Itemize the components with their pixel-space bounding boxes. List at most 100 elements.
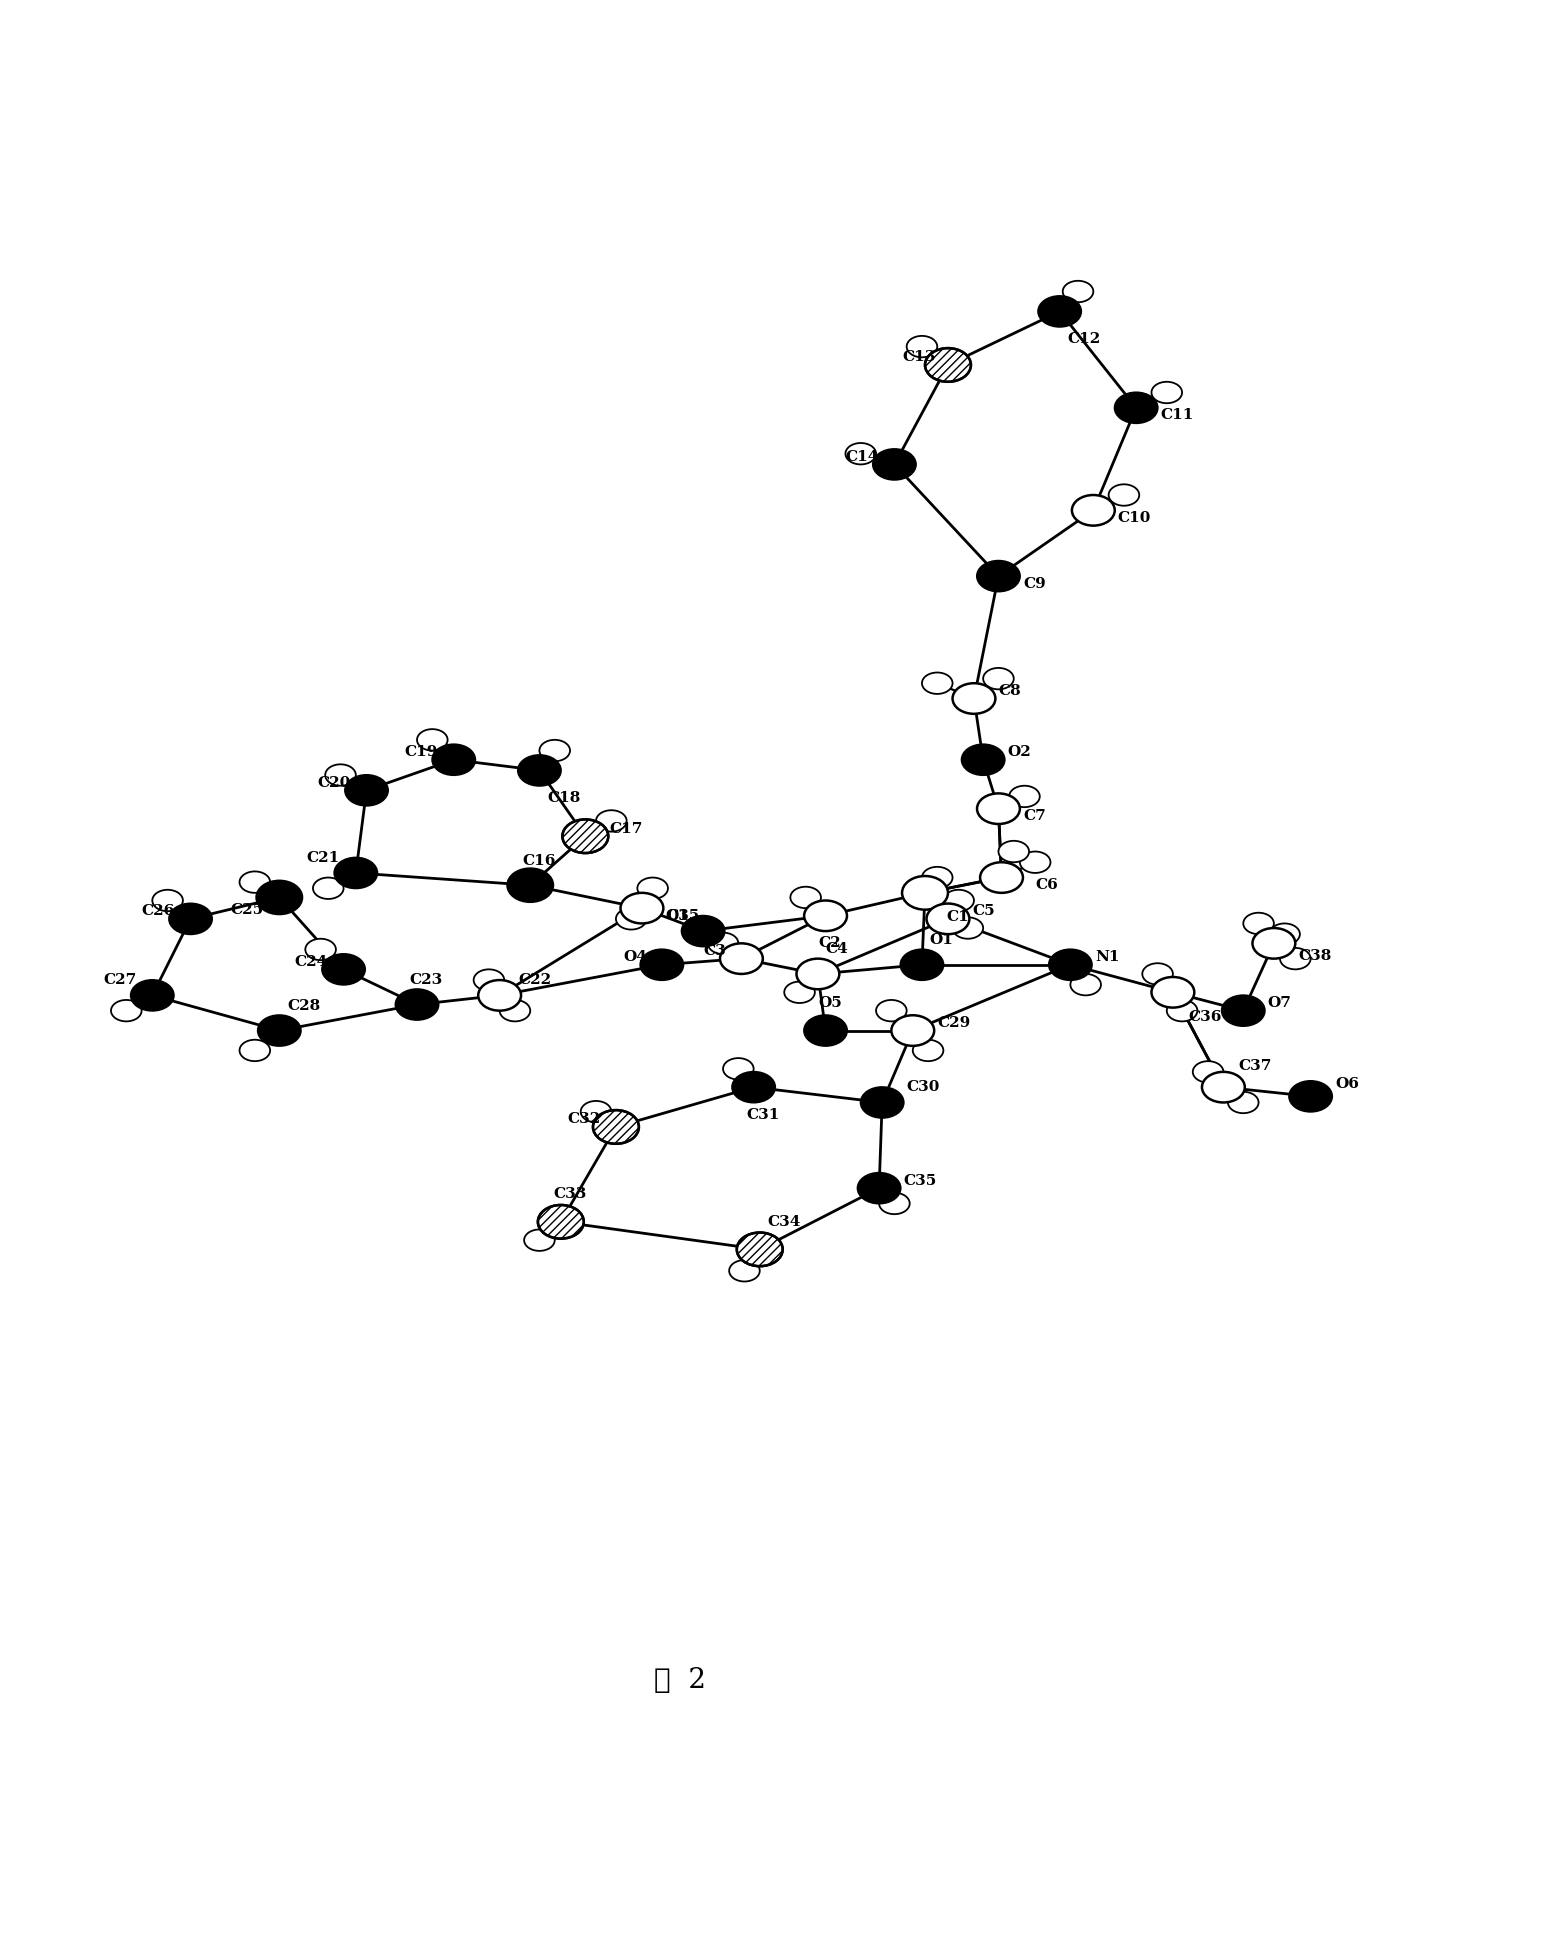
Ellipse shape bbox=[926, 903, 970, 934]
Text: C11: C11 bbox=[1161, 408, 1194, 422]
Ellipse shape bbox=[846, 444, 875, 465]
Ellipse shape bbox=[1021, 852, 1050, 873]
Ellipse shape bbox=[804, 1016, 848, 1045]
Ellipse shape bbox=[170, 903, 212, 934]
Text: 图  2: 图 2 bbox=[655, 1667, 706, 1694]
Ellipse shape bbox=[980, 862, 1024, 893]
Ellipse shape bbox=[943, 889, 974, 911]
Text: C6: C6 bbox=[1034, 877, 1058, 893]
Text: C7: C7 bbox=[1024, 809, 1045, 823]
Text: C4: C4 bbox=[826, 942, 848, 956]
Ellipse shape bbox=[1221, 995, 1265, 1026]
Ellipse shape bbox=[395, 989, 438, 1020]
Ellipse shape bbox=[962, 744, 1005, 776]
Ellipse shape bbox=[1152, 977, 1195, 1008]
Ellipse shape bbox=[891, 1016, 934, 1045]
Text: C34: C34 bbox=[767, 1215, 801, 1229]
Ellipse shape bbox=[593, 1110, 639, 1143]
Ellipse shape bbox=[641, 950, 684, 981]
Ellipse shape bbox=[417, 729, 448, 750]
Text: C32: C32 bbox=[567, 1112, 601, 1126]
Text: C27: C27 bbox=[103, 973, 136, 987]
Ellipse shape bbox=[1070, 973, 1101, 995]
Ellipse shape bbox=[922, 868, 953, 889]
Text: C36: C36 bbox=[1189, 1010, 1221, 1024]
Text: C30: C30 bbox=[906, 1081, 940, 1094]
Text: N1: N1 bbox=[1095, 950, 1119, 963]
Text: C5: C5 bbox=[973, 905, 994, 918]
Text: C8: C8 bbox=[999, 684, 1021, 698]
Text: C2: C2 bbox=[818, 936, 840, 950]
Ellipse shape bbox=[999, 840, 1028, 862]
Ellipse shape bbox=[1072, 494, 1115, 526]
Text: C17: C17 bbox=[610, 821, 644, 836]
Ellipse shape bbox=[682, 916, 724, 946]
Ellipse shape bbox=[562, 819, 608, 854]
Text: C16: C16 bbox=[522, 854, 556, 868]
Text: O2: O2 bbox=[1008, 744, 1031, 758]
Text: C26: C26 bbox=[142, 905, 174, 918]
Ellipse shape bbox=[1227, 1092, 1258, 1114]
Text: O1: O1 bbox=[929, 934, 954, 948]
Ellipse shape bbox=[925, 348, 971, 381]
Ellipse shape bbox=[720, 944, 763, 973]
Ellipse shape bbox=[323, 954, 364, 985]
Text: C21: C21 bbox=[307, 850, 340, 866]
Ellipse shape bbox=[1062, 281, 1093, 303]
Ellipse shape bbox=[857, 1172, 900, 1204]
Text: C13: C13 bbox=[902, 350, 936, 363]
Ellipse shape bbox=[621, 893, 664, 924]
Ellipse shape bbox=[479, 981, 520, 1010]
Ellipse shape bbox=[797, 959, 840, 989]
Ellipse shape bbox=[1167, 1000, 1197, 1022]
Ellipse shape bbox=[1280, 948, 1311, 969]
Ellipse shape bbox=[872, 449, 916, 481]
Text: C33: C33 bbox=[553, 1188, 587, 1202]
Ellipse shape bbox=[922, 672, 953, 694]
Ellipse shape bbox=[723, 1059, 753, 1079]
Ellipse shape bbox=[860, 1086, 903, 1118]
Text: C1: C1 bbox=[946, 911, 970, 924]
Text: C10: C10 bbox=[1118, 510, 1152, 526]
Text: O5: O5 bbox=[818, 997, 841, 1010]
Ellipse shape bbox=[1010, 786, 1039, 807]
Ellipse shape bbox=[539, 741, 570, 762]
Ellipse shape bbox=[732, 1073, 775, 1102]
Ellipse shape bbox=[1038, 297, 1081, 326]
Ellipse shape bbox=[1115, 393, 1158, 424]
Text: C15: C15 bbox=[667, 909, 699, 922]
Ellipse shape bbox=[1289, 1081, 1332, 1112]
Ellipse shape bbox=[977, 561, 1021, 592]
Ellipse shape bbox=[306, 938, 337, 959]
Ellipse shape bbox=[1201, 1073, 1244, 1102]
Ellipse shape bbox=[784, 981, 815, 1002]
Ellipse shape bbox=[508, 868, 553, 903]
Ellipse shape bbox=[977, 793, 1021, 825]
Ellipse shape bbox=[335, 858, 377, 889]
Text: C20: C20 bbox=[318, 776, 350, 789]
Text: O6: O6 bbox=[1336, 1077, 1359, 1090]
Ellipse shape bbox=[581, 1100, 611, 1122]
Ellipse shape bbox=[517, 754, 560, 786]
Text: C37: C37 bbox=[1238, 1059, 1272, 1073]
Ellipse shape bbox=[902, 875, 948, 911]
Text: O7: O7 bbox=[1268, 997, 1292, 1010]
Text: C14: C14 bbox=[846, 449, 879, 463]
Ellipse shape bbox=[953, 684, 996, 713]
Ellipse shape bbox=[953, 916, 984, 938]
Text: C31: C31 bbox=[746, 1108, 780, 1122]
Text: C23: C23 bbox=[409, 973, 443, 987]
Ellipse shape bbox=[616, 909, 647, 930]
Ellipse shape bbox=[707, 932, 738, 954]
Ellipse shape bbox=[1048, 950, 1092, 981]
Ellipse shape bbox=[879, 1192, 909, 1213]
Text: C9: C9 bbox=[1024, 576, 1045, 590]
Ellipse shape bbox=[913, 1040, 943, 1061]
Text: C22: C22 bbox=[517, 973, 551, 987]
Ellipse shape bbox=[131, 981, 174, 1010]
Ellipse shape bbox=[1109, 485, 1139, 506]
Text: C29: C29 bbox=[937, 1016, 971, 1030]
Ellipse shape bbox=[906, 336, 937, 358]
Ellipse shape bbox=[153, 889, 182, 911]
Ellipse shape bbox=[313, 877, 344, 899]
